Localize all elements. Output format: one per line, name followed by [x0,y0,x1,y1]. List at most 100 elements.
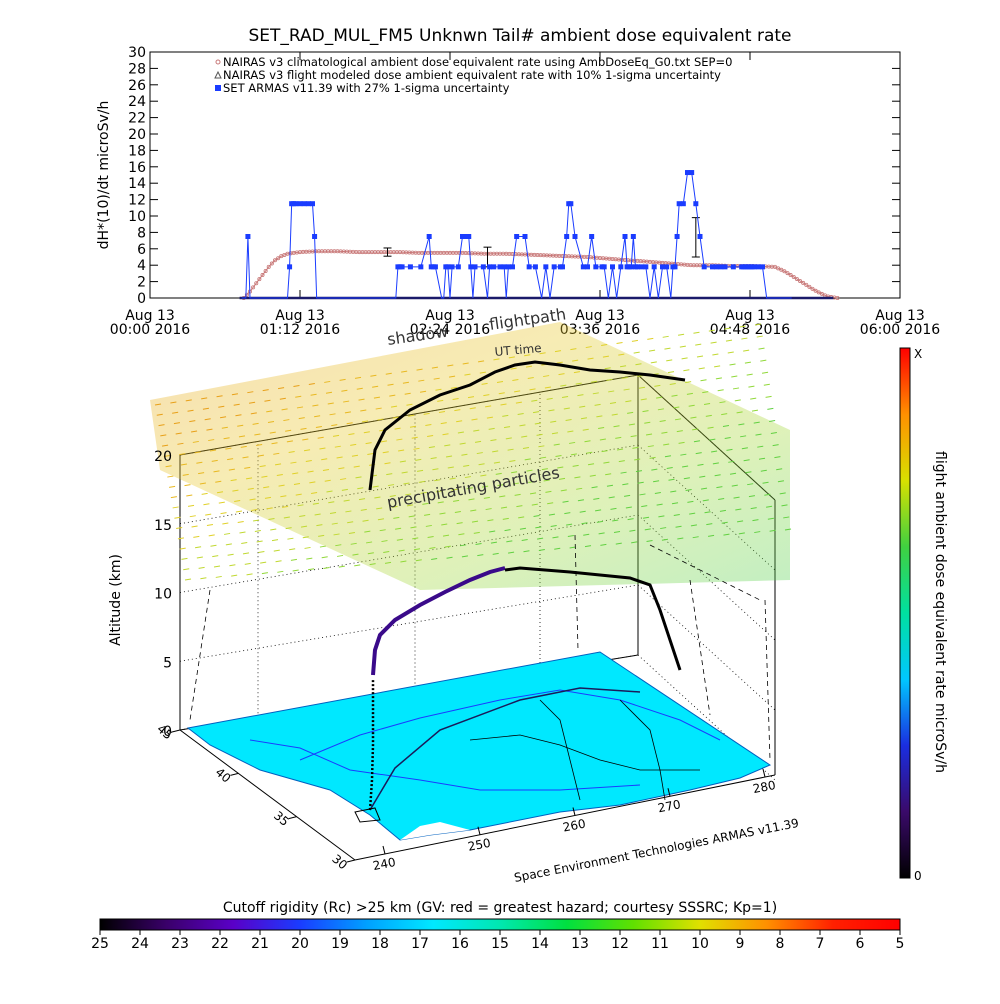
particle-dash [747,483,754,486]
series-armas-point [568,201,574,207]
particle-dash [508,356,515,359]
particle-dash [218,501,225,504]
legend-entry: NAIRAS v3 climatological ambient dose eq… [223,55,732,69]
particle-dash [738,423,745,426]
particle-dash [697,463,704,466]
x-tick-label-time: 04:48 2016 [710,322,791,338]
particle-dash [189,515,196,518]
particle-dash [184,484,191,487]
x-tick-label-date: Aug 13 [125,308,175,324]
particle-dash [196,556,203,559]
particle-dash [589,474,596,477]
particle-dash [671,394,678,397]
particle-dash [599,438,606,441]
particle-dash [290,461,297,464]
particle-dash [220,512,227,515]
particle-dash [483,394,490,397]
particle-dash [191,525,198,528]
particle-dash [300,525,308,528]
x-tick-label-date: Aug 13 [875,308,925,324]
origin-marker [354,807,381,823]
particle-dash [377,518,385,521]
cutoff-tick-label: 5 [896,936,905,952]
particle-dash [154,403,162,406]
particle-dash [416,469,424,472]
particle-dash [366,541,373,544]
particle-dash [461,453,468,456]
particle-dash [673,513,680,516]
particle-dash [163,454,170,457]
cutoff-tick-label: 9 [736,936,745,952]
particle-dash [446,556,453,559]
particle-dash [398,449,405,452]
particle-dash [413,548,421,551]
particle-dash [221,426,228,429]
particle-dash [158,424,165,427]
y-tick-label: 18 [128,143,146,159]
particle-dash [611,413,618,416]
particle-dash [198,566,205,569]
particle-dash [613,531,621,534]
series-nairas-climatological-point [819,291,824,296]
precipitating-particles-layer [150,322,790,590]
series-armas-point [680,201,686,207]
series-armas-point [618,264,624,270]
particle-dash [490,541,498,544]
particle-dash [447,364,454,367]
particle-dash [473,429,480,432]
series-armas-point [601,264,607,270]
particle-dash [230,479,237,482]
particle-dash [170,401,177,404]
particle-dash [647,337,654,340]
particle-dash [495,472,502,475]
particle-dash [310,393,317,396]
series-nairas-climatological-point [263,268,268,273]
particle-dash [521,435,528,438]
particle-dash [522,447,530,449]
particle-dash [490,439,497,442]
particle-dash [216,491,224,494]
cutoff-tick-label: 14 [531,936,549,952]
particle-dash [458,533,465,536]
dose-rate-chart: SET_RAD_MUL_FM5 Unknwn Tail# ambient dos… [96,26,940,338]
particle-dash [526,469,533,472]
cutoff-tick-label: 11 [651,936,669,952]
particle-dash [661,431,668,434]
particle-dash [596,415,603,418]
particle-dash [776,468,783,471]
series-armas-point [532,264,538,270]
particle-dash [281,408,288,411]
particle-dash [279,397,286,400]
particle-dash [679,345,686,348]
cutoff-rigidity-title: Cutoff rigidity (Rc) >25 km (GV: red = g… [223,900,777,916]
particle-dash [601,344,608,347]
particle-dash [543,479,550,482]
particle-dash [507,448,514,451]
particle-dash [367,453,374,456]
particle-dash [598,426,605,429]
particle-dash [456,420,463,423]
ground-track [369,687,641,811]
particle-dash [689,512,696,515]
particle-dash [612,519,619,522]
particle-dash [758,457,766,460]
y-tick-label: 6 [137,242,146,258]
particle-dash [376,507,383,510]
particle-dash [610,507,617,510]
particle-dash [618,353,625,356]
particle-dash [616,448,624,451]
cutoff-tick-label: 19 [331,936,349,952]
particle-dash [256,444,263,447]
series-armas-point [730,264,736,270]
particle-dash [457,431,464,434]
particle-dash [283,419,290,422]
particle-dash [678,441,685,444]
series-armas-point [589,234,595,239]
particle-dash [415,458,422,461]
particle-dash [347,521,354,524]
particle-dash [372,485,379,488]
particle-dash [322,468,330,471]
particle-dash [764,493,771,496]
particle-dash [605,473,612,476]
particle-dash [512,482,519,485]
